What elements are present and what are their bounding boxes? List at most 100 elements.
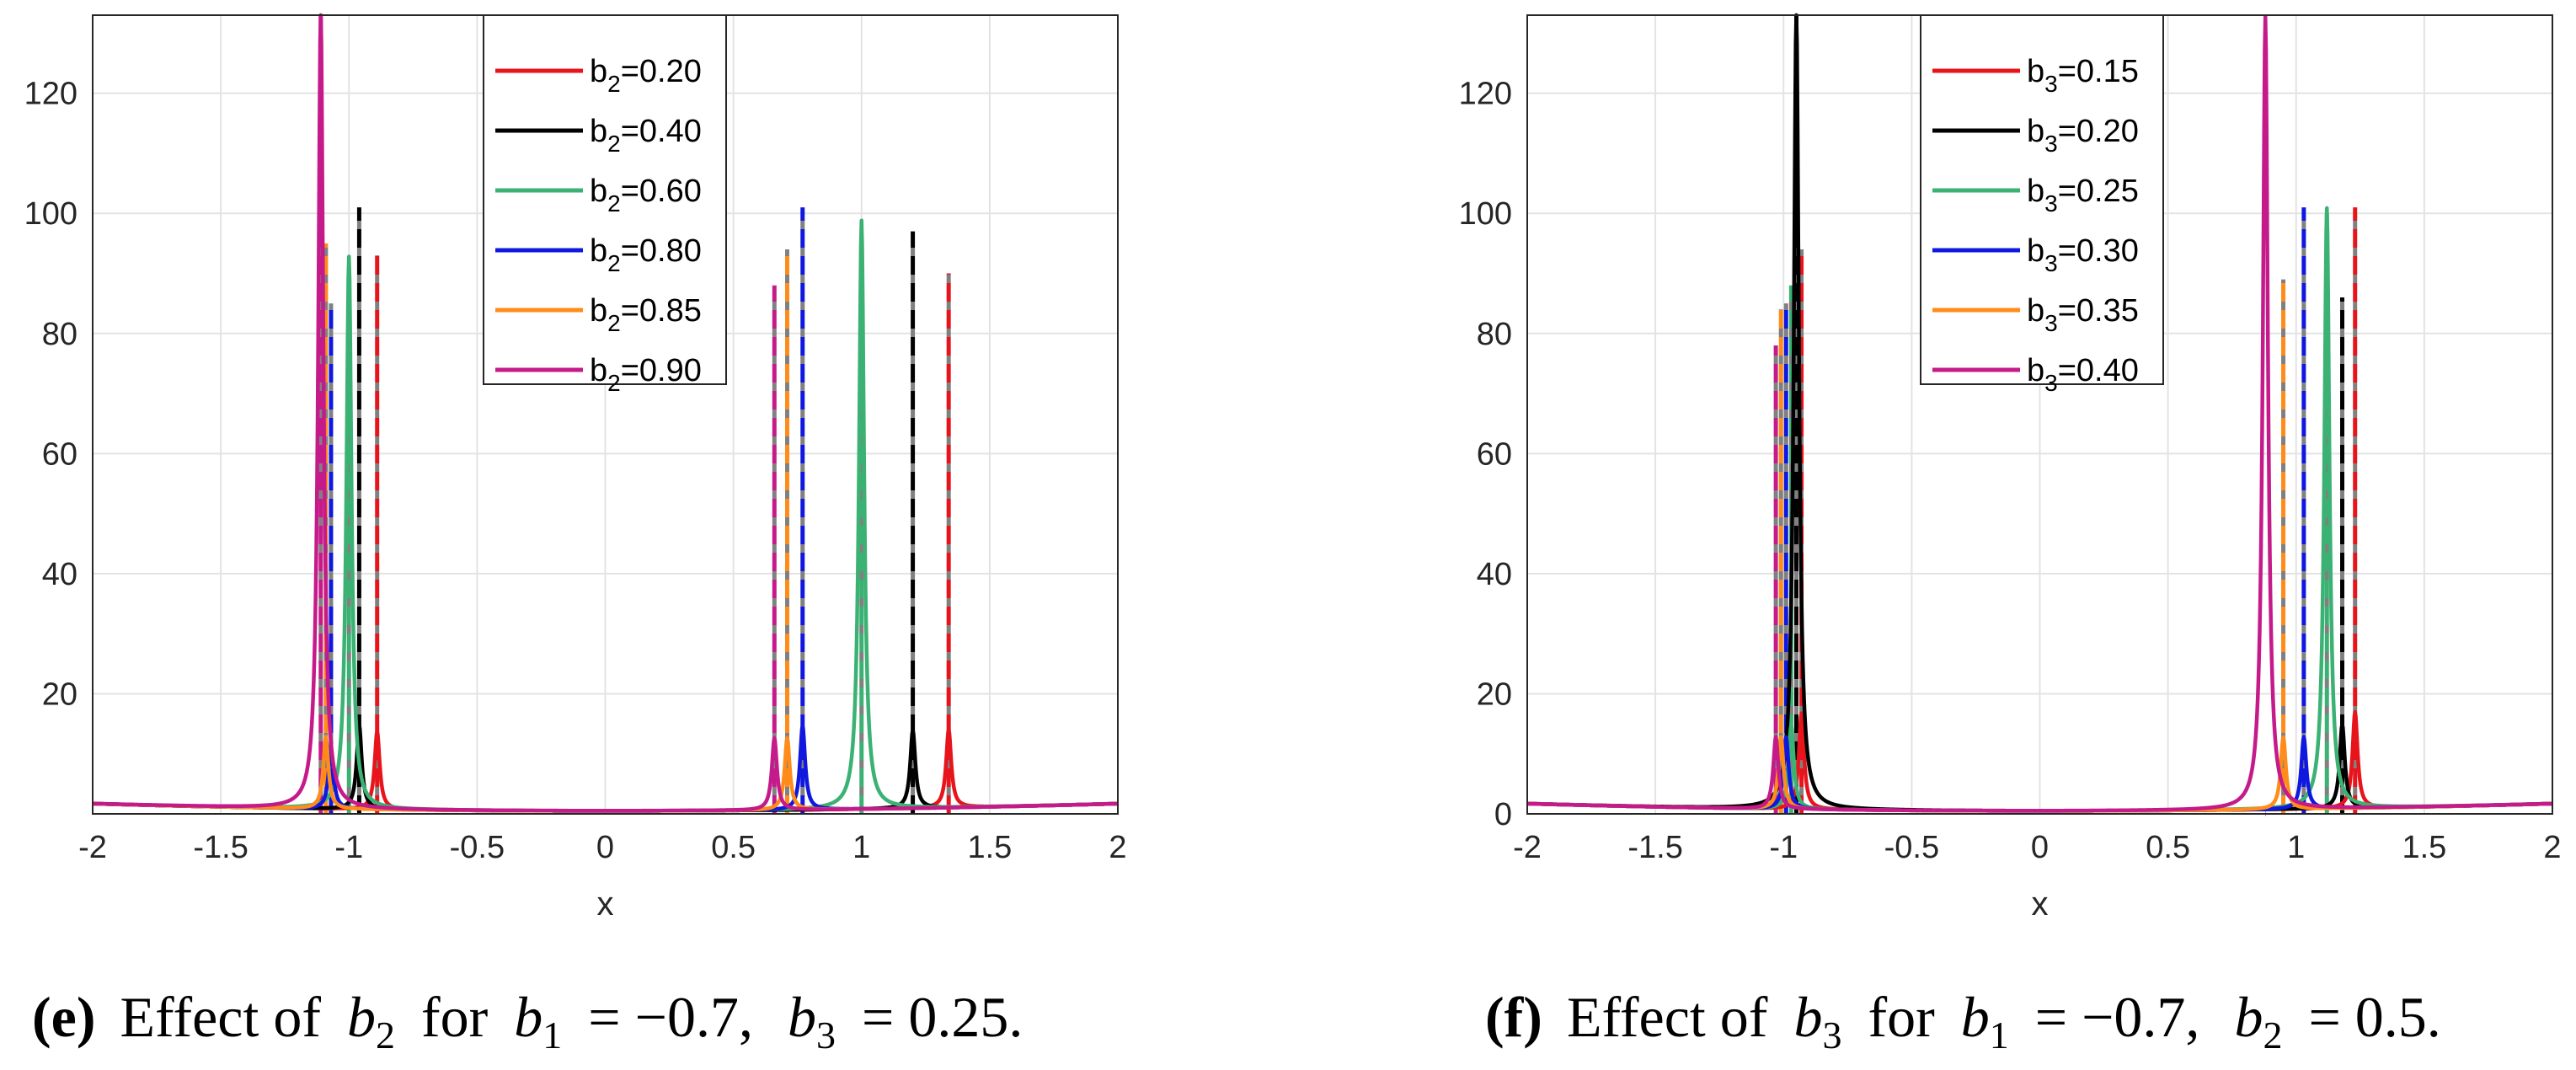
x-tick-label: -1 — [334, 830, 363, 865]
x-tick-label: -1 — [1769, 830, 1798, 865]
caption-e-text2: for — [421, 985, 489, 1049]
x-tick-label: 0 — [596, 830, 614, 865]
x-tick-label: 1 — [852, 830, 870, 865]
x-tick-label: 0 — [2031, 830, 2049, 865]
legend-entry-label: b2=0.90 — [590, 353, 702, 396]
caption-f-expr1: b — [1961, 985, 1990, 1049]
legend-entry-label: b3=0.30 — [2027, 233, 2139, 276]
legend-box — [483, 14, 727, 385]
x-tick-label: 2 — [2543, 830, 2561, 865]
legend-entry-value: =0.85 — [621, 293, 702, 329]
x-tick-label: 0.5 — [2146, 830, 2190, 865]
caption-f-var-sub: 3 — [1822, 1014, 1841, 1057]
y-tick-label: 20 — [1477, 677, 1512, 712]
caption-e-expr1: b — [514, 985, 542, 1049]
legend-entry-sub: 3 — [2044, 310, 2058, 336]
caption-e-expr1-sub: 1 — [542, 1014, 562, 1057]
y-tick-label: 80 — [1477, 317, 1512, 352]
caption-f-eq2: = 0.5. — [2308, 985, 2440, 1049]
caption-e-var-sub: 2 — [376, 1014, 395, 1057]
x-axis-label-e: x — [597, 885, 614, 923]
tick-labels-e: -2 -1.5 -1 -0.5 0 0.5 1 1.5 2 20 40 60 80 100 120 — [24, 77, 1127, 865]
legend-f: b3=0.15b3=0.20b3=0.25b3=0.30b3=0.35b3=0.… — [1920, 14, 2164, 396]
caption-f-eq1: = −0.7, — [2035, 985, 2200, 1049]
caption-f-expr2: b — [2234, 985, 2263, 1049]
caption-e-label: (e) — [32, 985, 95, 1049]
legend-entry-sub: 2 — [607, 250, 621, 276]
legend-entry-value: =0.15 — [2058, 54, 2139, 89]
legend-entry-base: b — [2027, 293, 2044, 329]
legend-entry-base: b — [590, 293, 607, 329]
x-tick-label: 1.5 — [967, 830, 1012, 865]
caption-f-text2: for — [1868, 985, 1935, 1049]
legend-entry-label: b3=0.20 — [2027, 114, 2139, 157]
legend-entry-label: b3=0.35 — [2027, 293, 2139, 336]
legend-entry-value: =0.80 — [621, 233, 702, 269]
legend-entry-base: b — [2027, 54, 2044, 89]
legend-entry-base: b — [590, 233, 607, 269]
caption-e-expr2-sub: 3 — [816, 1014, 836, 1057]
x-tick-label: -1.5 — [193, 830, 248, 865]
legend-entry-base: b — [2027, 114, 2044, 149]
legend-entry-sub: 2 — [607, 131, 621, 157]
legend-entry-label: b3=0.40 — [2027, 353, 2139, 396]
legend-entry-label: b2=0.85 — [590, 293, 702, 336]
legend-entry-sub: 3 — [2044, 71, 2058, 97]
y-tick-label: 0 — [1494, 797, 1512, 832]
legend-entry-sub: 3 — [2044, 190, 2058, 217]
x-axis-label-f: x — [2032, 885, 2049, 923]
y-tick-label: 40 — [1477, 557, 1512, 592]
y-tick-label: 120 — [1459, 77, 1512, 112]
legend-box — [1920, 14, 2164, 385]
caption-e: (e) Effect of b2 for b1 = −0.7, b3 = 0.2… — [32, 985, 1023, 1061]
series-lines-e — [91, 13, 1120, 813]
legend-e: b2=0.20b2=0.40b2=0.60b2=0.80b2=0.85b2=0.… — [483, 14, 727, 396]
legend-entry-value: =0.35 — [2058, 293, 2139, 329]
caption-e-eq2: = 0.25. — [862, 985, 1023, 1049]
series-line-2-0.90 — [91, 13, 1120, 813]
x-tick-label: -2 — [78, 830, 107, 865]
legend-entry-sub: 2 — [607, 310, 621, 336]
legend-entry-base: b — [2027, 233, 2044, 269]
caption-e-var: b — [347, 985, 376, 1049]
legend-entry-sub: 2 — [607, 71, 621, 97]
legend-entry-value: =0.40 — [621, 114, 702, 149]
y-tick-label: 20 — [42, 677, 77, 712]
legend-entry-value: =0.25 — [2058, 174, 2139, 209]
legend-entry-label: b3=0.25 — [2027, 174, 2139, 217]
caption-f-expr2-sub: 2 — [2263, 1014, 2282, 1057]
series-line-3-0.40 — [1526, 14, 2554, 813]
caption-e-expr2: b — [788, 985, 816, 1049]
legend-entry-sub: 3 — [2044, 250, 2058, 276]
legend-entry-sub: 3 — [2044, 370, 2058, 396]
legend-entry-value: =0.60 — [621, 174, 702, 209]
y-tick-label: 100 — [1459, 196, 1512, 232]
legend-entry-base: b — [590, 174, 607, 209]
legend-entry-sub: 2 — [607, 370, 621, 396]
legend-entry-label: b3=0.15 — [2027, 54, 2139, 97]
legend-entry-base: b — [590, 353, 607, 388]
legend-entry-label: b2=0.60 — [590, 174, 702, 217]
y-tick-label: 120 — [24, 77, 77, 112]
x-tick-label: 1 — [2287, 830, 2305, 865]
legend-entry-value: =0.20 — [621, 54, 702, 89]
legend-entry-base: b — [2027, 174, 2044, 209]
legend-entry-value: =0.30 — [2058, 233, 2139, 269]
x-tick-label: 1.5 — [2402, 830, 2446, 865]
legend-entry-label: b2=0.40 — [590, 114, 702, 157]
x-tick-label: 2 — [1109, 830, 1126, 865]
y-tick-label: 40 — [42, 557, 77, 592]
caption-e-text1: Effect of — [120, 985, 321, 1049]
legend-entry-base: b — [590, 114, 607, 149]
legend-entry-sub: 3 — [2044, 131, 2058, 157]
legend-entry-base: b — [590, 54, 607, 89]
caption-e-eq1: = −0.7, — [588, 985, 753, 1049]
legend-entry-value: =0.90 — [621, 353, 702, 388]
x-tick-label: -1.5 — [1627, 830, 1682, 865]
x-tick-label: -0.5 — [1884, 830, 1939, 865]
x-tick-label: -2 — [1513, 830, 1542, 865]
caption-f-expr1-sub: 1 — [1990, 1014, 2009, 1057]
